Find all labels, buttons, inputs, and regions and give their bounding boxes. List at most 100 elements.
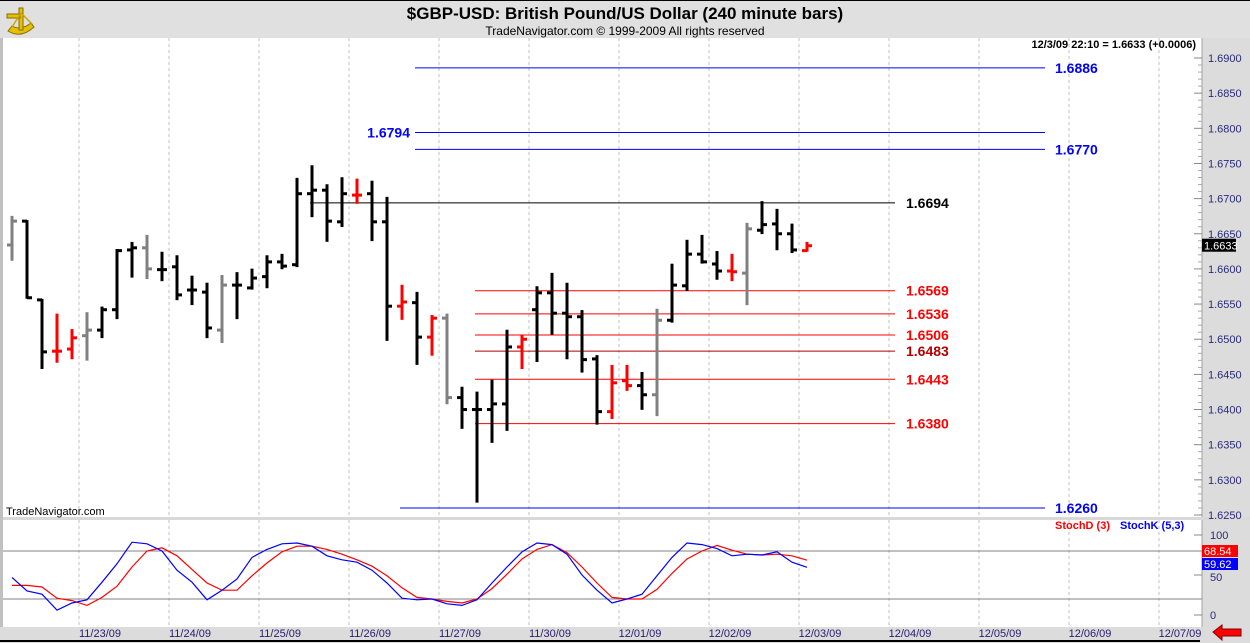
price-tick-label: 1.6300: [1208, 475, 1242, 487]
price-tick-label: 1.6350: [1208, 440, 1242, 452]
price-tick-label: 1.6550: [1208, 299, 1242, 311]
price-tick-label: 1.6900: [1208, 53, 1242, 65]
legend-stochk: StochK (5,3): [1120, 520, 1185, 532]
ohlc-bar: [67, 329, 77, 360]
ohlc-bar: [757, 201, 767, 235]
ohlc-bar: [337, 177, 347, 228]
ohlc-bar: [622, 364, 632, 391]
stoch-value-box: [1202, 558, 1238, 570]
ohlc-bar: [712, 251, 722, 280]
ohlc-bar: [667, 263, 677, 323]
ohlc-bar: [487, 379, 497, 443]
stochd-line: [12, 543, 808, 607]
ohlc-bar: [157, 251, 167, 282]
date-tick-label: 11/26/09: [349, 628, 391, 640]
last-quote-readout: 12/3/09 22:10 = 1.6633 (+0.0006): [1031, 39, 1196, 51]
ohlc-bar: [442, 313, 452, 405]
ohlc-bar: [217, 274, 227, 344]
level-label: 1.6886: [1055, 60, 1098, 76]
date-tick-label: 11/23/09: [79, 628, 121, 640]
price-tick-label: 1.6400: [1208, 405, 1242, 417]
ohlc-bar: [652, 308, 662, 417]
date-tick-label: 11/30/09: [529, 628, 571, 640]
ohlc-bar: [37, 298, 47, 370]
left-border: [0, 38, 3, 627]
ohlc-bar: [772, 208, 782, 251]
ohlc-bar: [22, 219, 32, 300]
ohlc-bar: [277, 253, 287, 270]
ohlc-bar: [592, 355, 602, 425]
ohlc-bar: [187, 275, 197, 306]
stoch-tick-label: 100: [1210, 530, 1228, 542]
ohlc-bar: [97, 306, 107, 339]
level-label: 1.6770: [1055, 141, 1098, 157]
price-tick-label: 1.6650: [1208, 229, 1242, 241]
ohlc-bar: [547, 272, 557, 335]
date-tick-label: 12/02/09: [709, 628, 752, 640]
left-arrow-icon[interactable]: [1212, 623, 1242, 642]
level-label: 1.6483: [906, 343, 949, 359]
date-tick-label: 11/24/09: [169, 628, 211, 640]
stoch-tick-label: 50: [1210, 572, 1222, 584]
ohlc-bar: [82, 312, 92, 361]
level-label: 1.6536: [906, 306, 949, 322]
ohlc-bar: [202, 282, 212, 339]
ohlc-bar: [247, 268, 257, 290]
ohlc-bar: [577, 310, 587, 373]
ohlc-bar: [472, 391, 482, 503]
ohlc-bar: [412, 291, 422, 365]
title-bar: $GBP-USD: British Pound/US Dollar (240 m…: [0, 0, 1250, 38]
ohlc-bar: [562, 282, 572, 360]
ohlc-bar: [457, 386, 467, 429]
level-label: 1.6260: [1055, 500, 1098, 516]
ohlc-bar: [697, 234, 707, 264]
ohlc-bar: [382, 196, 392, 341]
stoch-value-label: 59.62: [1204, 559, 1232, 571]
ohlc-bar: [517, 334, 527, 370]
last-price-label: 1.6633: [1204, 241, 1238, 253]
level-label: 1.6443: [906, 371, 949, 387]
ohlc-bar: [607, 364, 617, 419]
date-tick-label: 12/03/09: [799, 628, 842, 640]
level-label: 1.6694: [906, 195, 949, 211]
ohlc-bar: [142, 234, 152, 280]
copyright-subtitle: TradeNavigator.com © 1999-2009 All right…: [485, 24, 765, 38]
ohlc-bar: [112, 248, 122, 320]
ohlc-bar: [52, 313, 62, 363]
level-label: 1.6506: [906, 327, 949, 343]
ohlc-bar: [172, 255, 182, 301]
price-tick-label: 1.6800: [1208, 123, 1242, 135]
level-label: 1.6794: [367, 125, 410, 141]
price-tick-label: 1.6500: [1208, 334, 1242, 346]
legend-stochd: StochD (3): [1055, 520, 1110, 532]
date-tick-label: 11/25/09: [259, 628, 301, 640]
price-tick-label: 1.6700: [1208, 194, 1242, 206]
ohlc-bar: [682, 239, 692, 292]
ohlc-bar: [727, 253, 737, 282]
ohlc-bar: [397, 284, 407, 320]
date-tick-label: 11/27/09: [439, 628, 481, 640]
date-tick-label: 12/04/09: [889, 628, 932, 640]
ohlc-bar: [787, 223, 797, 254]
date-tick-label: 12/05/09: [979, 628, 1022, 640]
ohlc-bar: [427, 315, 437, 356]
scroll-left-button[interactable]: [1212, 623, 1242, 642]
ohlc-bar: [127, 241, 137, 278]
stochk-line: [11, 541, 808, 611]
sextant-icon[interactable]: [4, 5, 38, 37]
stoch-value-box: [1202, 545, 1238, 557]
ohlc-bar: [637, 371, 647, 410]
price-tick-label: 1.6850: [1208, 88, 1242, 100]
stoch-panel: [3, 520, 1202, 627]
ohlc-bar: [292, 177, 302, 268]
price-tick-label: 1.6600: [1208, 264, 1242, 276]
date-tick-label: 12/06/09: [1069, 628, 1112, 640]
ohlc-bar: [532, 286, 542, 363]
ohlc-bar: [367, 180, 377, 242]
ohlc-bar: [262, 255, 272, 289]
chart-title: $GBP-USD: British Pound/US Dollar (240 m…: [406, 4, 844, 23]
panel-separator: [3, 517, 1250, 520]
level-label: 1.6380: [906, 416, 949, 432]
ohlc-bar: [232, 272, 242, 320]
